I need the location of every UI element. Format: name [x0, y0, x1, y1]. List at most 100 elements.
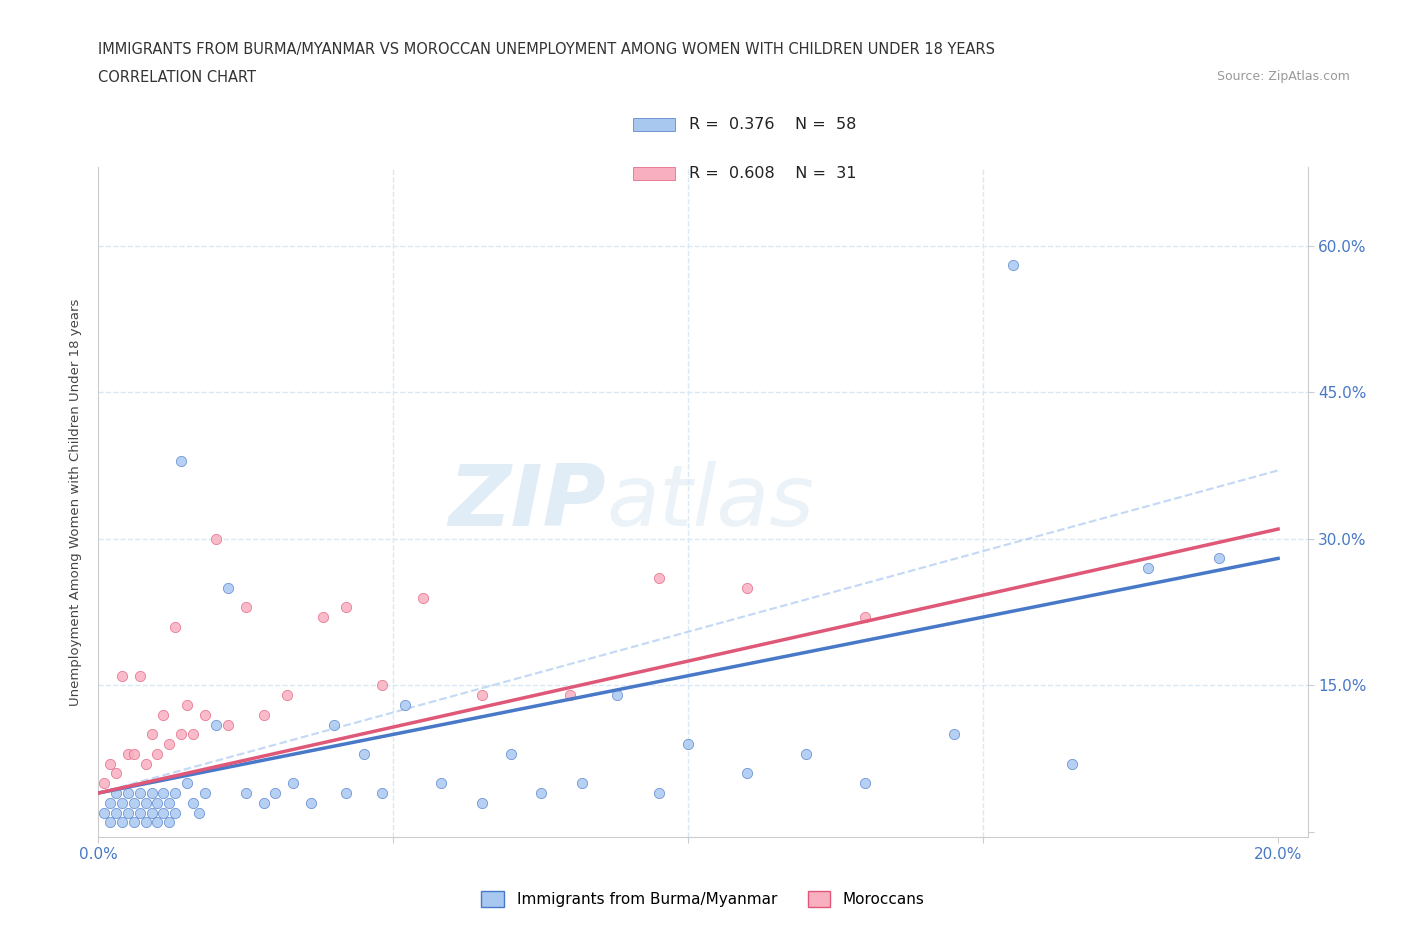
- Point: [235, 600, 257, 615]
- Point: [152, 805, 174, 820]
- Point: [1137, 561, 1160, 576]
- Point: [157, 737, 180, 751]
- FancyBboxPatch shape: [633, 117, 675, 131]
- Point: [181, 795, 204, 810]
- Point: [98, 756, 121, 771]
- Point: [128, 669, 150, 684]
- Point: [170, 727, 193, 742]
- Text: ZIP: ZIP: [449, 460, 606, 544]
- Point: [1060, 756, 1083, 771]
- Point: [735, 766, 758, 781]
- Legend: Immigrants from Burma/Myanmar, Moroccans: Immigrants from Burma/Myanmar, Moroccans: [475, 884, 931, 913]
- Point: [194, 708, 217, 723]
- Point: [93, 776, 115, 790]
- Point: [141, 805, 163, 820]
- Point: [165, 619, 187, 634]
- Point: [105, 805, 128, 820]
- Point: [678, 737, 700, 751]
- Point: [942, 727, 965, 742]
- Point: [157, 795, 180, 810]
- Text: atlas: atlas: [606, 460, 814, 544]
- Point: [93, 805, 115, 820]
- Point: [606, 688, 628, 703]
- Point: [187, 805, 209, 820]
- Point: [429, 776, 451, 790]
- Point: [111, 669, 134, 684]
- Point: [111, 795, 134, 810]
- Point: [648, 570, 671, 585]
- FancyBboxPatch shape: [633, 166, 675, 180]
- Point: [117, 786, 139, 801]
- Point: [165, 805, 187, 820]
- Point: [117, 805, 139, 820]
- Point: [181, 727, 204, 742]
- Point: [122, 815, 145, 830]
- Point: [105, 766, 128, 781]
- Point: [412, 590, 434, 604]
- Point: [264, 786, 287, 801]
- Point: [648, 786, 671, 801]
- Point: [122, 747, 145, 762]
- Point: [1208, 551, 1230, 565]
- Point: [152, 708, 174, 723]
- Point: [276, 688, 298, 703]
- Text: R =  0.376    N =  58: R = 0.376 N = 58: [689, 117, 856, 132]
- Point: [530, 786, 553, 801]
- Point: [323, 717, 346, 732]
- Point: [311, 610, 333, 625]
- Point: [853, 610, 876, 625]
- Point: [235, 786, 257, 801]
- Point: [98, 815, 121, 830]
- Point: [141, 786, 163, 801]
- Point: [122, 795, 145, 810]
- Point: [252, 795, 274, 810]
- Point: [165, 786, 187, 801]
- Point: [794, 747, 817, 762]
- Point: [152, 786, 174, 801]
- Point: [176, 698, 198, 712]
- Point: [135, 815, 157, 830]
- Text: CORRELATION CHART: CORRELATION CHART: [98, 70, 256, 85]
- Point: [394, 698, 416, 712]
- Point: [128, 805, 150, 820]
- Point: [111, 815, 134, 830]
- Point: [335, 786, 357, 801]
- Point: [370, 678, 392, 693]
- Point: [176, 776, 198, 790]
- Point: [146, 747, 169, 762]
- Point: [217, 717, 239, 732]
- Point: [560, 688, 582, 703]
- Point: [141, 727, 163, 742]
- Text: Source: ZipAtlas.com: Source: ZipAtlas.com: [1216, 70, 1350, 83]
- Point: [157, 815, 180, 830]
- Point: [105, 786, 128, 801]
- Point: [146, 795, 169, 810]
- Point: [135, 795, 157, 810]
- Point: [217, 580, 239, 595]
- Point: [501, 747, 523, 762]
- Point: [205, 531, 228, 546]
- Y-axis label: Unemployment Among Women with Children Under 18 years: Unemployment Among Women with Children U…: [69, 299, 83, 706]
- Text: IMMIGRANTS FROM BURMA/MYANMAR VS MOROCCAN UNEMPLOYMENT AMONG WOMEN WITH CHILDREN: IMMIGRANTS FROM BURMA/MYANMAR VS MOROCCA…: [98, 42, 995, 57]
- Point: [281, 776, 304, 790]
- Point: [571, 776, 593, 790]
- Point: [299, 795, 322, 810]
- Point: [194, 786, 217, 801]
- Point: [170, 453, 193, 468]
- Point: [1001, 258, 1024, 272]
- Point: [205, 717, 228, 732]
- Point: [370, 786, 392, 801]
- Point: [98, 795, 121, 810]
- Point: [471, 795, 494, 810]
- Point: [128, 786, 150, 801]
- Point: [135, 756, 157, 771]
- Text: R =  0.608    N =  31: R = 0.608 N = 31: [689, 166, 856, 180]
- Point: [853, 776, 876, 790]
- Point: [117, 747, 139, 762]
- Point: [471, 688, 494, 703]
- Point: [252, 708, 274, 723]
- Point: [146, 815, 169, 830]
- Point: [335, 600, 357, 615]
- Point: [735, 580, 758, 595]
- Point: [353, 747, 375, 762]
